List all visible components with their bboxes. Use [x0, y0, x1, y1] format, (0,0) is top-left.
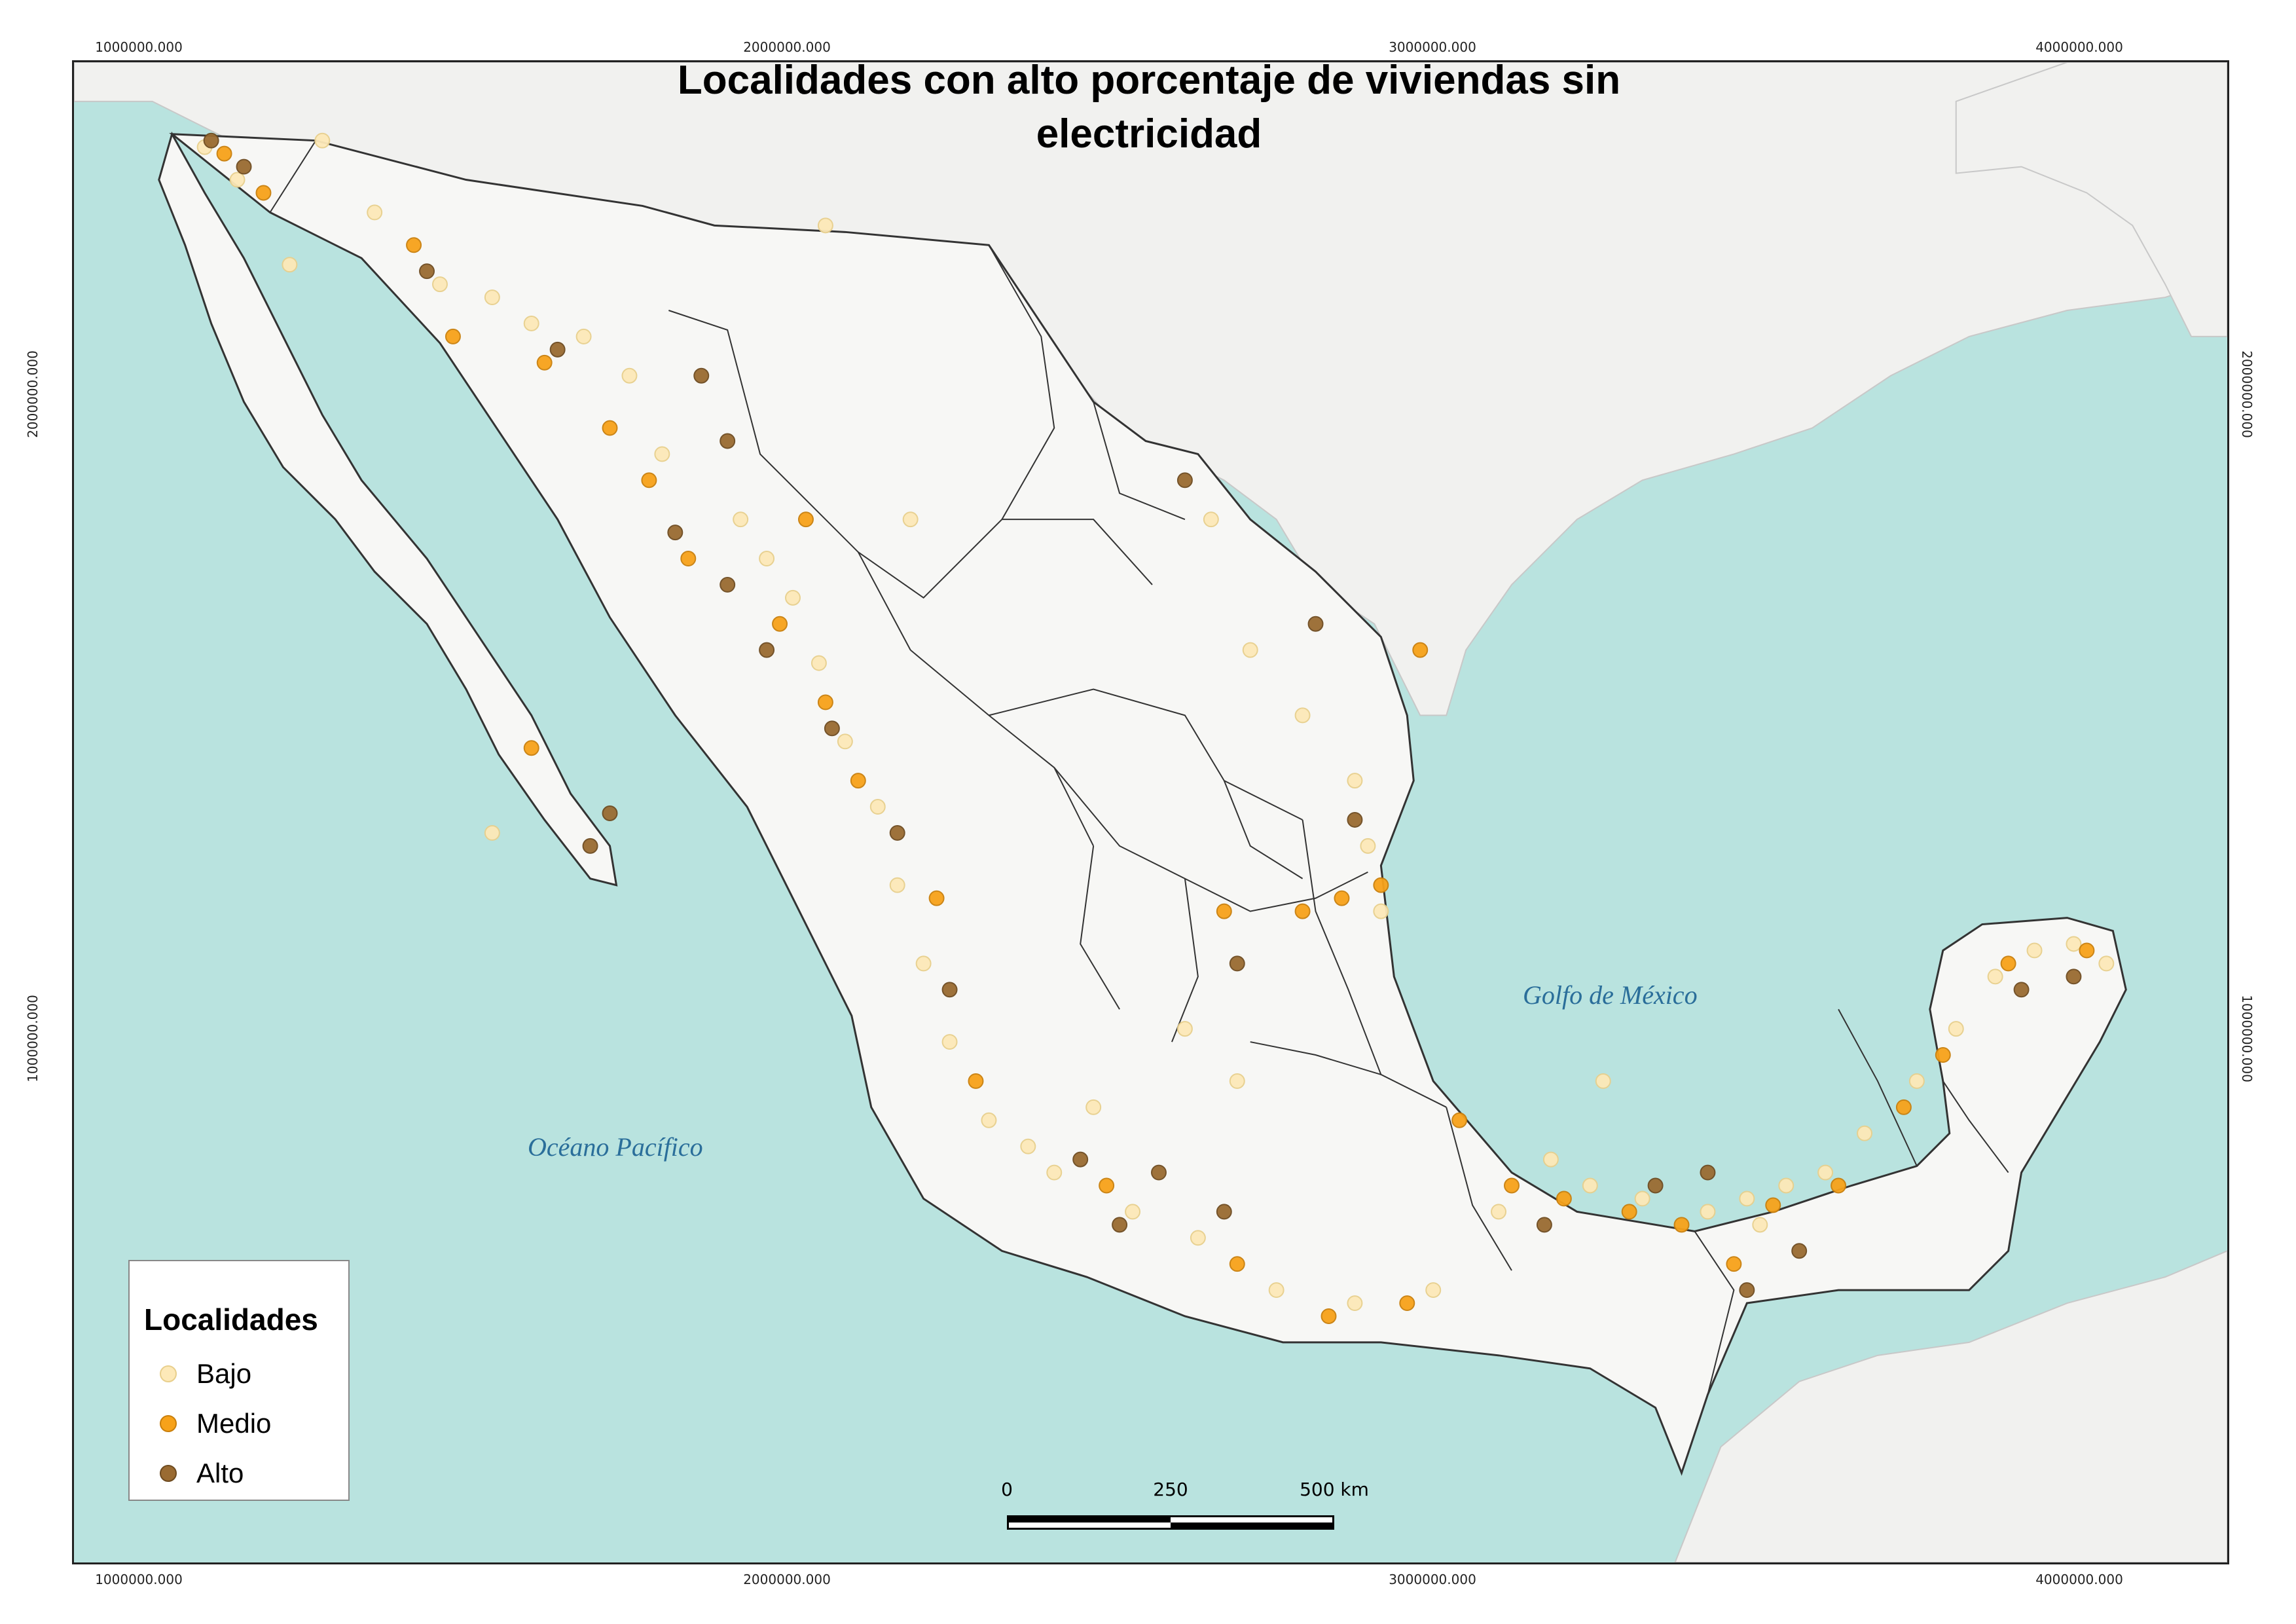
- legend-item-alto: Alto: [160, 1454, 244, 1493]
- tick-label-top-1: 1000000.000: [95, 39, 183, 55]
- tick-label-top-2: 2000000.000: [743, 39, 831, 55]
- scale-bar-segment-1: [1009, 1517, 1171, 1522]
- tick-label-left-1: 2000000.000: [25, 350, 41, 438]
- mexico-mainland: [169, 133, 2127, 1476]
- tick-label-bottom-2: 2000000.000: [743, 1572, 831, 1587]
- tick-label-top-4: 4000000.000: [2035, 39, 2123, 55]
- map-title-line-1: Localidades con alto porcentaje de vivie…: [677, 58, 1621, 103]
- localities-medio: [216, 145, 2095, 1324]
- scale-bar-segment-2: [1171, 1522, 1332, 1528]
- legend-swatch-medio: [160, 1415, 177, 1432]
- tick-label-top-3: 3000000.000: [1389, 39, 1476, 55]
- legend-label-alto: Alto: [196, 1458, 244, 1488]
- legend-item-bajo: Bajo: [160, 1354, 251, 1393]
- localities-bajo: [196, 132, 2115, 1312]
- legend-item-medio: Medio: [160, 1404, 271, 1443]
- florida-land: [1955, 62, 2227, 337]
- central-america-land: [1674, 1250, 2227, 1562]
- pacific-ocean-label: Océano Pacífico: [528, 1132, 703, 1162]
- scale-tick-250: 250: [1153, 1479, 1188, 1500]
- scale-tick-0: 0: [1001, 1479, 1013, 1500]
- map-frame[interactable]: [72, 60, 2229, 1564]
- tick-label-right-2: 1000000.000: [2239, 995, 2255, 1082]
- tick-label-bottom-1: 1000000.000: [95, 1572, 183, 1587]
- legend-swatch-alto: [160, 1465, 177, 1482]
- tick-label-bottom-4: 4000000.000: [2035, 1572, 2123, 1587]
- localities-alto: [203, 132, 2082, 1299]
- map-title: Localidades con alto porcentaje de vivie…: [560, 54, 1738, 161]
- map-legend: Localidades Bajo Medio Alto: [128, 1260, 350, 1501]
- tick-label-bottom-3: 3000000.000: [1389, 1572, 1476, 1587]
- legend-swatch-bajo: [160, 1365, 177, 1382]
- legend-title: Localidades: [144, 1302, 318, 1337]
- scale-tick-500: 500 km: [1300, 1479, 1369, 1500]
- tick-label-right-1: 2000000.000: [2239, 350, 2255, 438]
- tick-label-left-2: 1000000.000: [25, 995, 41, 1082]
- gulf-of-mexico-label: Golfo de México: [1523, 980, 1698, 1010]
- legend-label-medio: Medio: [196, 1408, 272, 1439]
- map-canvas[interactable]: [74, 62, 2227, 1562]
- baja-california: [158, 131, 618, 887]
- legend-label-bajo: Bajo: [196, 1358, 252, 1389]
- state-boundaries: [269, 140, 2009, 1395]
- map-title-line-2: electricidad: [1036, 111, 1262, 157]
- scale-bar-rect: [1007, 1515, 1334, 1530]
